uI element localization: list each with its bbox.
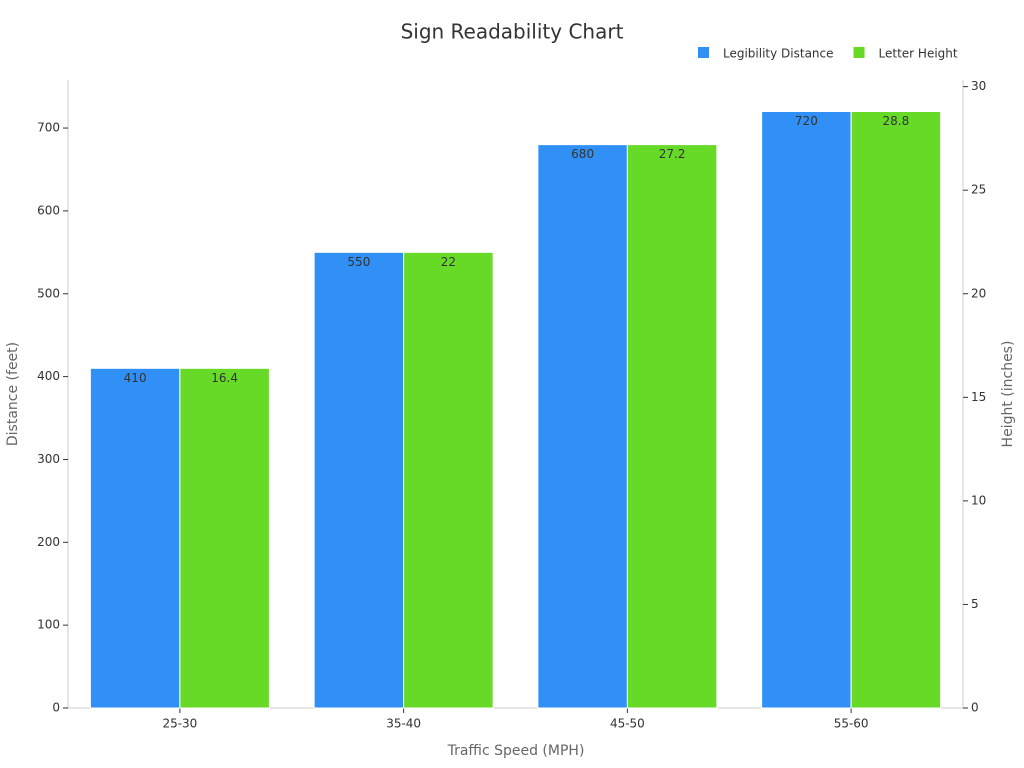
y-tick-label: 700 (37, 121, 60, 135)
value-label: 22 (441, 255, 456, 269)
bar (179, 367, 270, 709)
bar (761, 110, 852, 709)
bar (850, 110, 942, 709)
y-tick-label: 300 (37, 452, 60, 466)
y2-tick-label: 0 (971, 701, 979, 715)
y-tick-label: 0 (52, 701, 60, 715)
y-tick-label: 600 (37, 203, 60, 217)
legend-label: Legibility Distance (723, 47, 834, 61)
x-tick-label: 45-50 (610, 717, 645, 731)
bar (313, 251, 405, 709)
y-tick-label: 100 (37, 618, 60, 632)
y2-tick-label: 10 (971, 493, 986, 507)
y2-tick-label: 5 (971, 597, 979, 611)
value-label: 550 (347, 255, 370, 269)
y-tick-label: 400 (37, 369, 60, 383)
legend-swatch (698, 47, 709, 58)
bar (89, 367, 181, 709)
y-tick-label: 500 (37, 286, 60, 300)
legend-label: Letter Height (879, 47, 958, 61)
y2-tick-label: 25 (971, 183, 986, 197)
y2-axis-label: Height (inches) (1000, 341, 1016, 448)
legend-swatch (853, 47, 865, 58)
bar (626, 144, 718, 709)
x-tick-label: 25-30 (162, 717, 197, 731)
y2-tick-label: 30 (971, 79, 986, 93)
y-tick-label: 200 (37, 535, 60, 549)
value-label: 27.2 (659, 147, 686, 161)
value-label: 680 (571, 147, 594, 161)
y2-tick-label: 15 (971, 390, 986, 404)
value-label: 28.8 (883, 114, 910, 128)
x-tick-label: 55-60 (834, 717, 869, 731)
x-axis-label: Traffic Speed (MPH) (447, 743, 585, 759)
value-label: 410 (124, 371, 147, 385)
bar (403, 251, 494, 709)
x-tick-label: 35-40 (386, 717, 421, 731)
y-axis-label: Distance (feet) (5, 342, 21, 446)
bar (537, 144, 628, 709)
value-label: 720 (795, 114, 818, 128)
y2-tick-label: 20 (971, 286, 986, 300)
value-label: 16.4 (211, 371, 238, 385)
chart-title: Sign Readability Chart (401, 20, 624, 44)
